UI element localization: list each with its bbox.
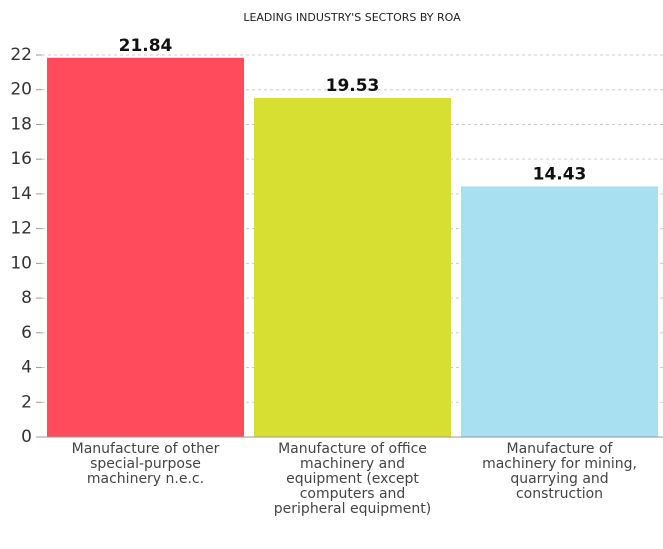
y-tick-label: 12 <box>10 219 32 239</box>
y-tick-label: 4 <box>21 358 32 378</box>
y-tick-label: 20 <box>10 80 32 100</box>
y-tick-label: 22 <box>10 45 32 65</box>
value-label: 19.53 <box>326 76 380 96</box>
value-label: 14.43 <box>533 164 587 184</box>
y-tick-label: 14 <box>10 184 32 204</box>
x-tick-label: Manufacture of machinery for mining, qua… <box>482 441 637 502</box>
y-tick-label: 0 <box>21 427 32 447</box>
x-tick-label: Manufacture of other special-purpose mac… <box>71 441 220 487</box>
y-tick-label: 6 <box>21 323 32 343</box>
y-tick-label: 10 <box>10 253 32 273</box>
x-tick-label: Manufacture of office machinery and equi… <box>273 441 432 517</box>
y-tick-label: 8 <box>21 288 32 308</box>
value-label: 21.84 <box>119 36 173 56</box>
bar <box>254 97 451 437</box>
chart-title: LEADING INDUSTRY'S SECTORS BY ROA <box>243 11 461 24</box>
y-tick-label: 16 <box>10 149 32 169</box>
bar <box>461 186 658 437</box>
y-tick-label: 18 <box>10 114 32 134</box>
y-tick-label: 2 <box>21 392 32 412</box>
bar <box>47 57 244 437</box>
